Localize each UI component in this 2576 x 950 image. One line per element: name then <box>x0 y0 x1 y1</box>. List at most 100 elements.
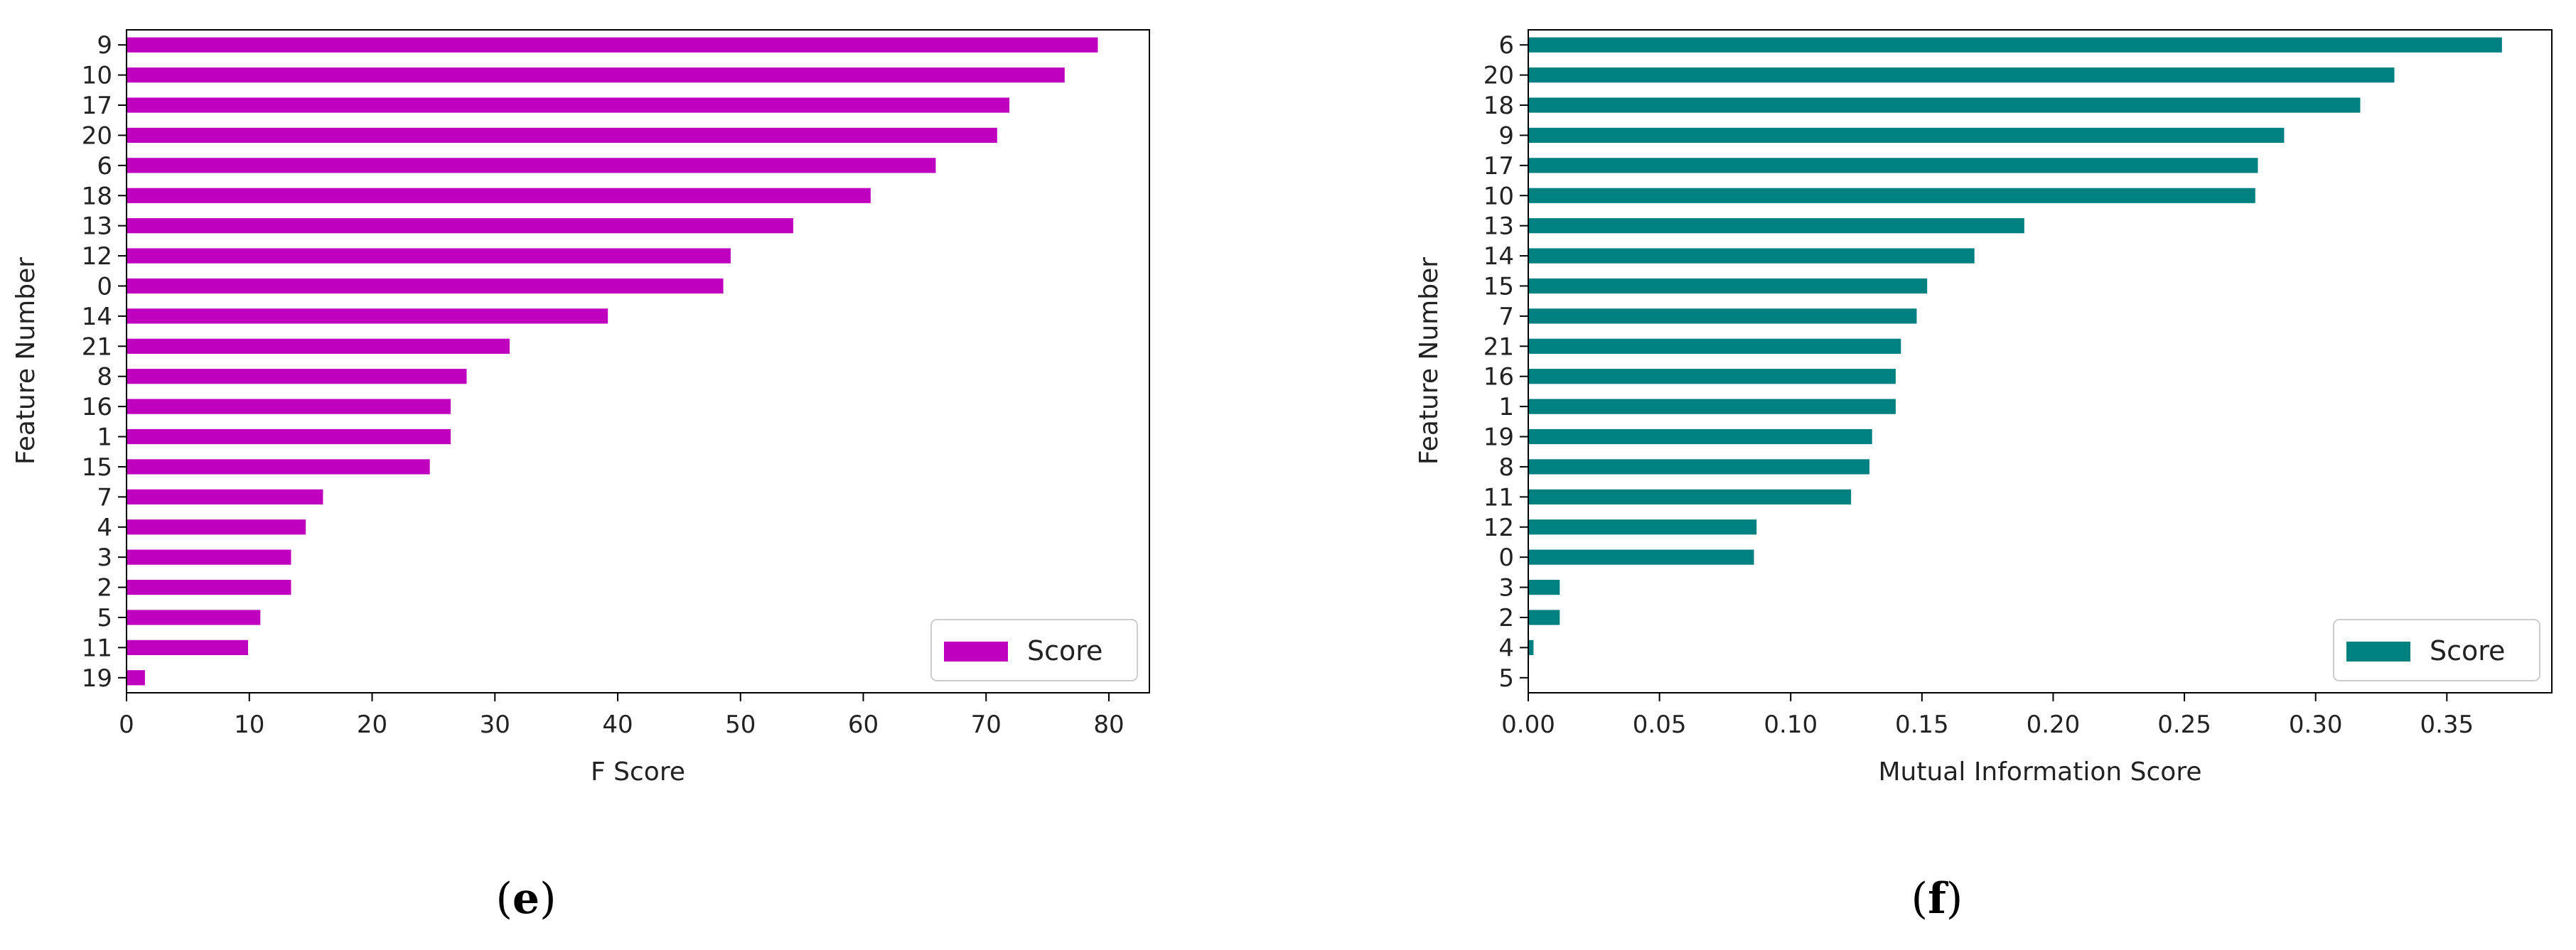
y-tick-label: 2 <box>1498 604 1514 632</box>
x-axis-label: Mutual Information Score <box>1879 757 2202 787</box>
y-tick-label: 12 <box>82 242 112 271</box>
legend-swatch <box>2346 642 2410 662</box>
panel-caption: (f) <box>1911 874 1963 924</box>
bar <box>127 369 467 384</box>
y-tick-label: 14 <box>1483 242 1514 271</box>
legend-label: Score <box>1027 635 1102 666</box>
y-axis-label: Feature Number <box>1415 257 1444 465</box>
bar <box>127 308 608 324</box>
y-tick-label: 8 <box>97 363 112 392</box>
y-tick-label: 5 <box>97 604 112 632</box>
bar <box>1528 97 2361 113</box>
y-tick-label: 3 <box>1498 574 1514 603</box>
bar <box>1528 579 1560 595</box>
plot-frame <box>1528 29 2553 693</box>
y-tick-label: 7 <box>97 483 112 512</box>
bar <box>1528 428 1872 445</box>
x-tick-label: 50 <box>725 711 756 739</box>
bar <box>127 459 430 475</box>
y-tick-label: 4 <box>97 514 112 542</box>
bar <box>1528 278 1928 294</box>
bar <box>1528 549 1754 565</box>
bar <box>127 37 1098 53</box>
bar <box>127 610 261 625</box>
x-tick-label: 0.10 <box>1764 711 1818 739</box>
bar <box>127 248 731 264</box>
x-tick-label: 40 <box>602 711 633 739</box>
bar <box>1528 158 2258 173</box>
bar <box>1528 308 1917 324</box>
bar <box>1528 399 1896 414</box>
y-tick-label: 19 <box>82 664 112 693</box>
y-tick-label: 11 <box>82 634 112 662</box>
x-tick-label: 10 <box>234 711 264 739</box>
bar <box>1528 218 2024 234</box>
bar <box>1528 369 1896 384</box>
y-tick-label: 13 <box>1483 212 1514 241</box>
y-tick-label: 6 <box>97 152 112 180</box>
x-tick-label: 0.35 <box>2420 711 2474 739</box>
x-axis-label: F Score <box>591 757 685 787</box>
bar <box>1528 610 1560 625</box>
y-tick-label: 18 <box>1483 92 1514 120</box>
x-tick-label: 0.00 <box>1501 711 1555 739</box>
y-tick-label: 1 <box>1498 393 1514 421</box>
bar <box>127 218 794 234</box>
y-tick-label: 18 <box>82 182 112 210</box>
caption-paren: ) <box>1946 874 1963 924</box>
y-tick-label: 1 <box>97 423 112 452</box>
bar <box>127 278 724 294</box>
bar <box>1528 639 1534 655</box>
caption-paren: ( <box>495 874 512 924</box>
x-tick-label: 80 <box>1093 711 1124 739</box>
legend: Score <box>2333 619 2540 681</box>
y-tick-label: 7 <box>1498 303 1514 331</box>
bar <box>127 670 145 686</box>
bar <box>127 519 306 535</box>
y-tick-label: 8 <box>1498 453 1514 482</box>
panel-caption: (e) <box>495 874 556 924</box>
bar <box>127 489 323 504</box>
x-tick-label: 0.20 <box>2027 711 2081 739</box>
bar <box>1528 188 2255 203</box>
x-tick-label: 0.05 <box>1633 711 1687 739</box>
x-tick-label: 0 <box>119 711 134 739</box>
x-tick-label: 20 <box>357 711 387 739</box>
bar <box>1528 459 1869 475</box>
y-tick-label: 16 <box>82 393 112 421</box>
y-tick-label: 10 <box>82 62 112 90</box>
x-tick-label: 0.30 <box>2289 711 2343 739</box>
y-tick-label: 20 <box>82 122 112 150</box>
caption-paren: ) <box>540 874 556 924</box>
y-tick-label: 14 <box>82 303 112 331</box>
bar <box>127 579 291 595</box>
bar <box>1528 519 1757 535</box>
bar <box>1528 37 2502 53</box>
y-tick-label: 4 <box>1498 634 1514 662</box>
y-tick-label: 0 <box>97 272 112 301</box>
bar <box>127 158 936 173</box>
y-tick-label: 17 <box>82 92 112 120</box>
y-tick-label: 5 <box>1498 664 1514 693</box>
caption-letter: e <box>512 874 540 924</box>
bar <box>127 428 451 445</box>
bar <box>1528 68 2395 83</box>
y-axis-label: Feature Number <box>11 257 41 465</box>
y-tick-label: 19 <box>1483 423 1514 452</box>
caption-paren: ( <box>1911 874 1928 924</box>
bar <box>1528 489 1852 504</box>
y-tick-label: 21 <box>1483 333 1514 361</box>
bar <box>127 639 249 655</box>
x-tick-label: 0.15 <box>1895 711 1949 739</box>
y-tick-label: 2 <box>97 574 112 603</box>
y-tick-label: 3 <box>97 544 112 572</box>
y-tick-label: 10 <box>1483 182 1514 210</box>
y-tick-label: 17 <box>1483 152 1514 180</box>
x-tick-label: 60 <box>848 711 879 739</box>
plot-frame <box>126 29 1150 693</box>
bar <box>127 399 451 414</box>
bar <box>127 338 510 354</box>
x-tick-label: 30 <box>480 711 510 739</box>
y-tick-label: 0 <box>1498 544 1514 572</box>
